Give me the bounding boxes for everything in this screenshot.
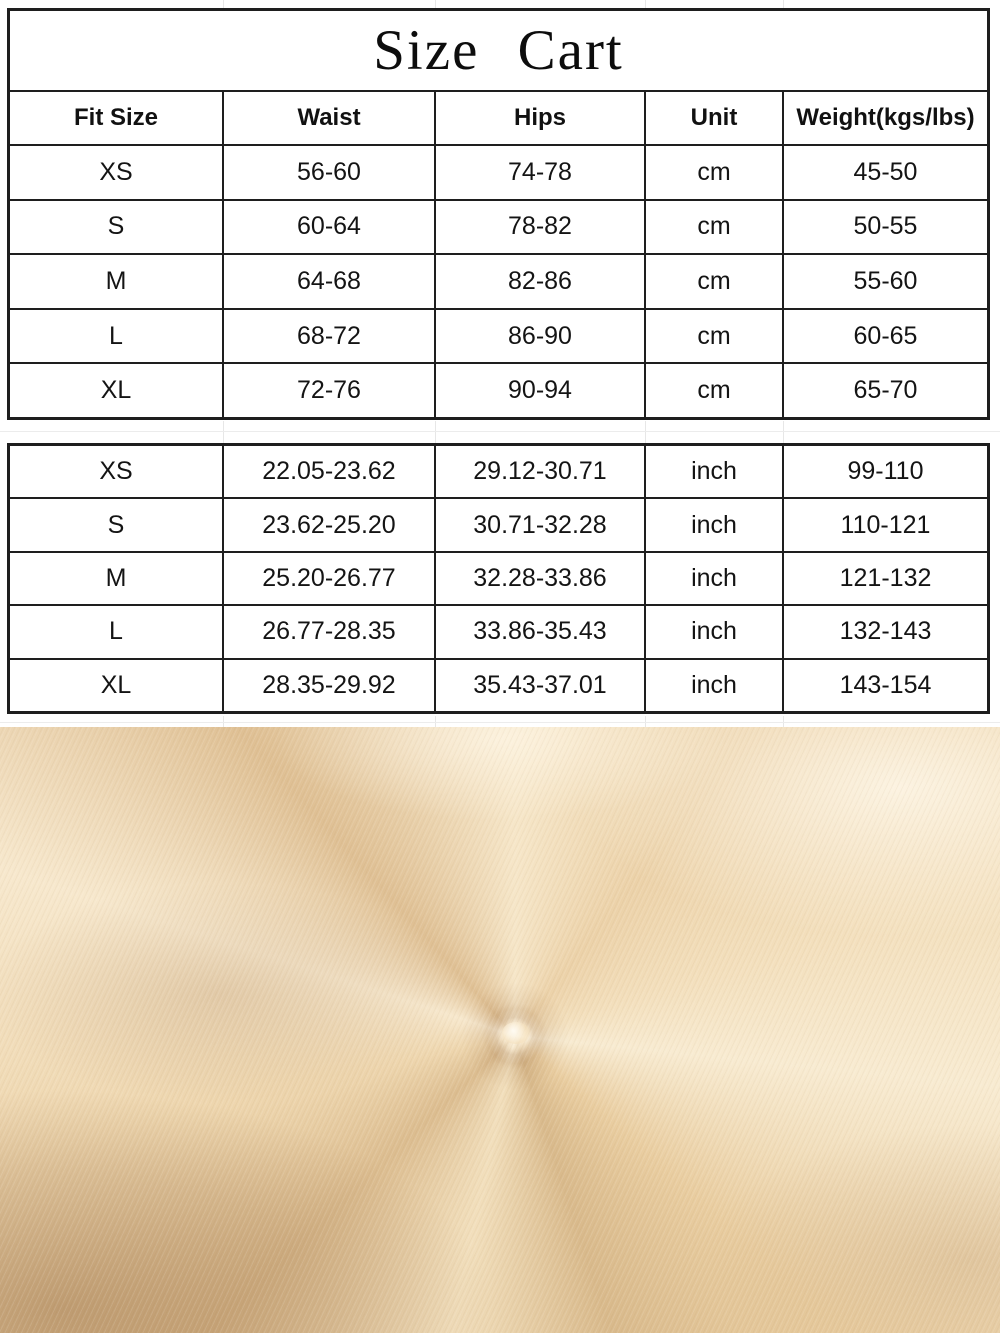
cell-hips: 35.43-37.01 (436, 659, 646, 711)
cell-unit: inch (646, 606, 784, 658)
cell-weight: 110-121 (784, 499, 987, 551)
cell-hips: 30.71-32.28 (436, 499, 646, 551)
cell-size: M (10, 255, 224, 308)
column-header-weight: Weight(kgs/lbs) (784, 92, 987, 144)
gridline-strip-bottom (0, 716, 1000, 727)
cell-size: XL (10, 364, 224, 417)
cell-hips: 29.12-30.71 (436, 446, 646, 498)
cell-hips: 78-82 (436, 200, 646, 254)
cell-waist: 60-64 (224, 200, 436, 254)
cell-weight: 121-132 (784, 552, 987, 605)
table-row: L 68-72 86-90 cm 60-65 (10, 309, 987, 365)
cell-weight: 143-154 (784, 659, 987, 711)
cell-weight: 45-50 (784, 146, 987, 199)
spreadsheet-gridline (0, 431, 1000, 432)
spreadsheet-gridline (435, 0, 436, 8)
cell-size: XL (10, 659, 224, 711)
cell-hips: 32.28-33.86 (436, 552, 646, 605)
cell-unit: cm (646, 364, 784, 417)
cell-size: L (10, 309, 224, 363)
spreadsheet-gridline (435, 421, 436, 443)
cell-size: XS (10, 446, 224, 498)
column-header-hips: Hips (436, 92, 646, 144)
cell-waist: 25.20-26.77 (224, 552, 436, 605)
cell-hips: 86-90 (436, 309, 646, 363)
spreadsheet-gridline (645, 421, 646, 443)
cell-size: M (10, 552, 224, 605)
table-row: M 25.20-26.77 32.28-33.86 inch 121-132 (10, 552, 987, 607)
table-row: M 64-68 82-86 cm 55-60 (10, 255, 987, 310)
cell-size: S (10, 200, 224, 254)
spreadsheet-gridline (783, 0, 784, 8)
cell-waist: 68-72 (224, 309, 436, 363)
table-row: XL 72-76 90-94 cm 65-70 (10, 364, 987, 417)
cell-size: S (10, 499, 224, 551)
cell-weight: 132-143 (784, 606, 987, 658)
fabric-photo (0, 727, 1000, 1333)
cell-size: L (10, 606, 224, 658)
cell-hips: 82-86 (436, 255, 646, 308)
cell-size: XS (10, 146, 224, 199)
swirl-center-highlight (502, 1021, 530, 1044)
cell-waist: 28.35-29.92 (224, 659, 436, 711)
cell-hips: 74-78 (436, 146, 646, 199)
table-row: S 23.62-25.20 30.71-32.28 inch 110-121 (10, 499, 987, 553)
cell-unit: inch (646, 446, 784, 498)
cell-unit: inch (646, 552, 784, 605)
table-row: XL 28.35-29.92 35.43-37.01 inch 143-154 (10, 659, 987, 711)
cell-weight: 50-55 (784, 200, 987, 254)
spreadsheet-gridline (435, 716, 436, 727)
column-header-fit-size: Fit Size (10, 92, 224, 144)
cell-waist: 22.05-23.62 (224, 446, 436, 498)
cell-waist: 72-76 (224, 364, 436, 417)
table-row: XS 56-60 74-78 cm 45-50 (10, 146, 987, 201)
knit-texture-overlay (0, 727, 1000, 1333)
spreadsheet-gridline (645, 716, 646, 727)
spreadsheet-gridline (0, 722, 1000, 723)
cell-waist: 26.77-28.35 (224, 606, 436, 658)
page-title: Size Cart (10, 11, 987, 92)
cell-unit: cm (646, 255, 784, 308)
gridline-strip-middle (0, 421, 1000, 443)
cell-unit: inch (646, 499, 784, 551)
table-header-row: Fit Size Waist Hips Unit Weight(kgs/lbs) (10, 92, 987, 146)
cell-unit: cm (646, 309, 784, 363)
spreadsheet-gridline (223, 0, 224, 8)
cell-weight: 65-70 (784, 364, 987, 417)
cell-waist: 56-60 (224, 146, 436, 199)
table-row: XS 22.05-23.62 29.12-30.71 inch 99-110 (10, 446, 987, 500)
cell-unit: cm (646, 146, 784, 199)
cell-hips: 90-94 (436, 364, 646, 417)
gridline-strip-top (0, 0, 1000, 8)
cell-waist: 23.62-25.20 (224, 499, 436, 551)
spreadsheet-gridline (645, 0, 646, 8)
spreadsheet-gridline (783, 421, 784, 443)
column-header-unit: Unit (646, 92, 784, 144)
column-header-waist: Waist (224, 92, 436, 144)
cell-weight: 55-60 (784, 255, 987, 308)
spreadsheet-gridline (783, 716, 784, 727)
cell-unit: inch (646, 659, 784, 711)
spreadsheet-gridline (223, 716, 224, 727)
cell-hips: 33.86-35.43 (436, 606, 646, 658)
cell-weight: 99-110 (784, 446, 987, 498)
table-row: S 60-64 78-82 cm 50-55 (10, 200, 987, 256)
cell-waist: 64-68 (224, 255, 436, 308)
spreadsheet-gridline (223, 421, 224, 443)
table-row: L 26.77-28.35 33.86-35.43 inch 132-143 (10, 606, 987, 660)
cell-unit: cm (646, 200, 784, 254)
size-chart-table-inch: XS 22.05-23.62 29.12-30.71 inch 99-110 S… (7, 443, 990, 714)
size-chart-table-cm: Size Cart Fit Size Waist Hips Unit Weigh… (7, 8, 990, 420)
cell-weight: 60-65 (784, 309, 987, 363)
